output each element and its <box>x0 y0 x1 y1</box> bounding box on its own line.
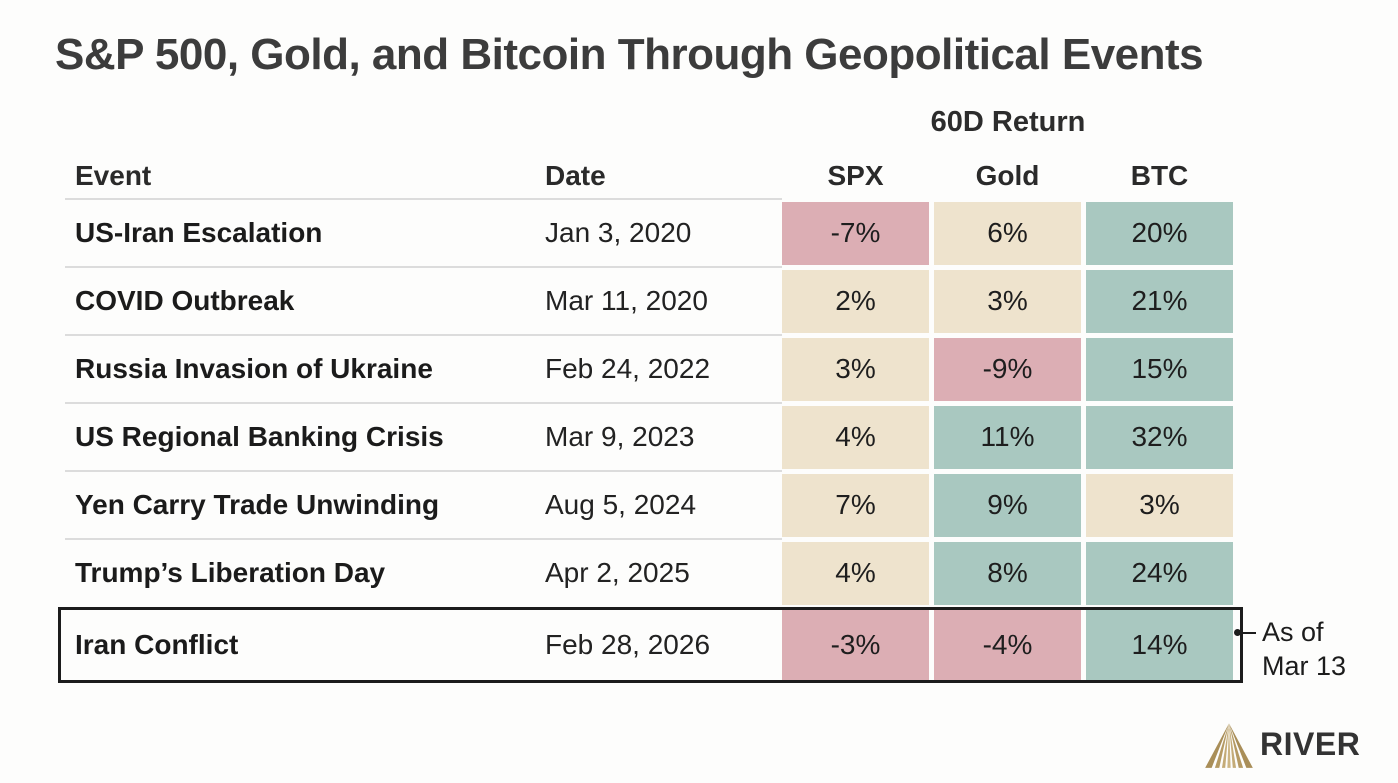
column-header-date: Date <box>545 159 606 191</box>
gold-return-cell: 6% <box>934 201 1081 265</box>
spx-return-cell: 3% <box>782 337 929 401</box>
table-row: Russia Invasion of Ukraine Feb 24, 2022 … <box>65 335 1240 404</box>
gold-return-cell: -9% <box>934 337 1081 401</box>
event-name: Russia Invasion of Ukraine <box>75 353 433 384</box>
table-row: US-Iran Escalation Jan 3, 2020 -7% 6% 20… <box>65 199 1240 268</box>
btc-return-cell: 14% <box>1086 609 1233 681</box>
btc-return-cell: 21% <box>1086 269 1233 333</box>
btc-return-cell: 20% <box>1086 201 1233 265</box>
river-mountain-icon <box>1205 723 1253 768</box>
spx-return-cell: 4% <box>782 405 929 469</box>
column-header-btc: BTC <box>1130 159 1189 191</box>
event-name: Yen Carry Trade Unwinding <box>75 489 440 520</box>
gold-return-cell: 11% <box>934 405 1081 469</box>
event-date: Feb 28, 2026 <box>545 629 711 660</box>
column-header-event: Event <box>75 159 152 191</box>
gold-return-cell: 3% <box>934 269 1081 333</box>
table-body: US-Iran Escalation Jan 3, 2020 -7% 6% 20… <box>58 199 1243 683</box>
btc-return-cell: 24% <box>1086 541 1233 605</box>
table-row: Yen Carry Trade Unwinding Aug 5, 2024 7%… <box>65 471 1240 540</box>
btc-return-cell: 3% <box>1086 473 1233 537</box>
page-title: S&P 500, Gold, and Bitcoin Through Geopo… <box>55 30 1204 79</box>
river-logo: RIVER <box>1203 718 1360 770</box>
gold-return-cell: -4% <box>934 609 1081 681</box>
river-logo-text: RIVER <box>1260 725 1361 762</box>
column-header-spx: SPX <box>827 159 884 191</box>
event-name: Iran Conflict <box>75 629 239 660</box>
btc-return-cell: 32% <box>1086 405 1233 469</box>
table-header-row: Event Date SPX Gold BTC <box>65 152 1240 200</box>
as-of-annotation: As of Mar 13 <box>1234 615 1346 683</box>
column-header-gold: Gold <box>975 159 1040 191</box>
event-date: Apr 2, 2025 <box>545 557 690 588</box>
event-name: Trump’s Liberation Day <box>75 557 386 588</box>
group-header-60d-return: 60D Return <box>930 106 1086 138</box>
annotation-line-2: Mar 13 <box>1262 651 1347 681</box>
gold-return-cell: 8% <box>934 541 1081 605</box>
table-row: Trump’s Liberation Day Apr 2, 2025 4% 8%… <box>65 539 1240 607</box>
event-date: Feb 24, 2022 <box>545 353 711 384</box>
annotation-text: As of Mar 13 <box>1246 615 1346 683</box>
spx-return-cell: -7% <box>782 201 929 265</box>
event-name: US Regional Banking Crisis <box>75 421 444 452</box>
event-date: Aug 5, 2024 <box>545 489 697 520</box>
table-row: COVID Outbreak Mar 11, 2020 2% 3% 21% <box>65 267 1240 336</box>
event-name: US-Iran Escalation <box>75 217 323 248</box>
spx-return-cell: 2% <box>782 269 929 333</box>
event-date: Jan 3, 2020 <box>545 217 692 248</box>
btc-return-cell: 15% <box>1086 337 1233 401</box>
annotation-line-1: As of <box>1262 617 1324 647</box>
event-name: COVID Outbreak <box>75 285 295 316</box>
table-row: Iran Conflict Feb 28, 2026 -3% -4% 14% <box>58 607 1243 683</box>
spx-return-cell: 7% <box>782 473 929 537</box>
gold-return-cell: 9% <box>934 473 1081 537</box>
annotation-tick-line <box>1234 629 1256 636</box>
spx-return-cell: 4% <box>782 541 929 605</box>
spx-return-cell: -3% <box>782 609 929 681</box>
table-row: US Regional Banking Crisis Mar 9, 2023 4… <box>65 403 1240 472</box>
events-table: Event Date SPX Gold BTC US-Iran Escalati… <box>58 152 1243 683</box>
event-date: Mar 11, 2020 <box>545 285 708 316</box>
event-date: Mar 9, 2023 <box>545 421 695 452</box>
